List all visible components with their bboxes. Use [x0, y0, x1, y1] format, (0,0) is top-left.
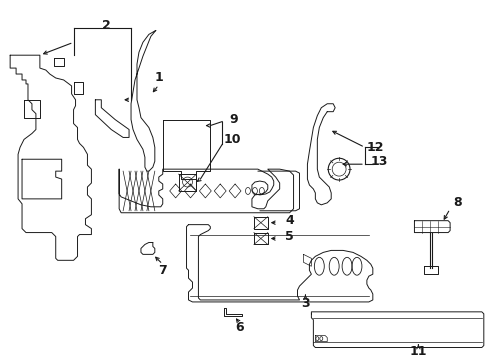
Text: 5: 5 — [285, 230, 293, 243]
Text: 6: 6 — [235, 321, 244, 334]
Text: 13: 13 — [369, 155, 386, 168]
Text: 9: 9 — [229, 113, 238, 126]
Text: 1: 1 — [154, 72, 163, 85]
Text: 3: 3 — [301, 297, 309, 310]
Text: 4: 4 — [285, 214, 293, 227]
Text: 2: 2 — [102, 19, 110, 32]
Text: 10: 10 — [223, 133, 241, 146]
Text: 12: 12 — [366, 141, 384, 154]
Text: 7: 7 — [158, 264, 167, 277]
Text: 11: 11 — [409, 345, 427, 358]
Text: 8: 8 — [453, 196, 462, 210]
